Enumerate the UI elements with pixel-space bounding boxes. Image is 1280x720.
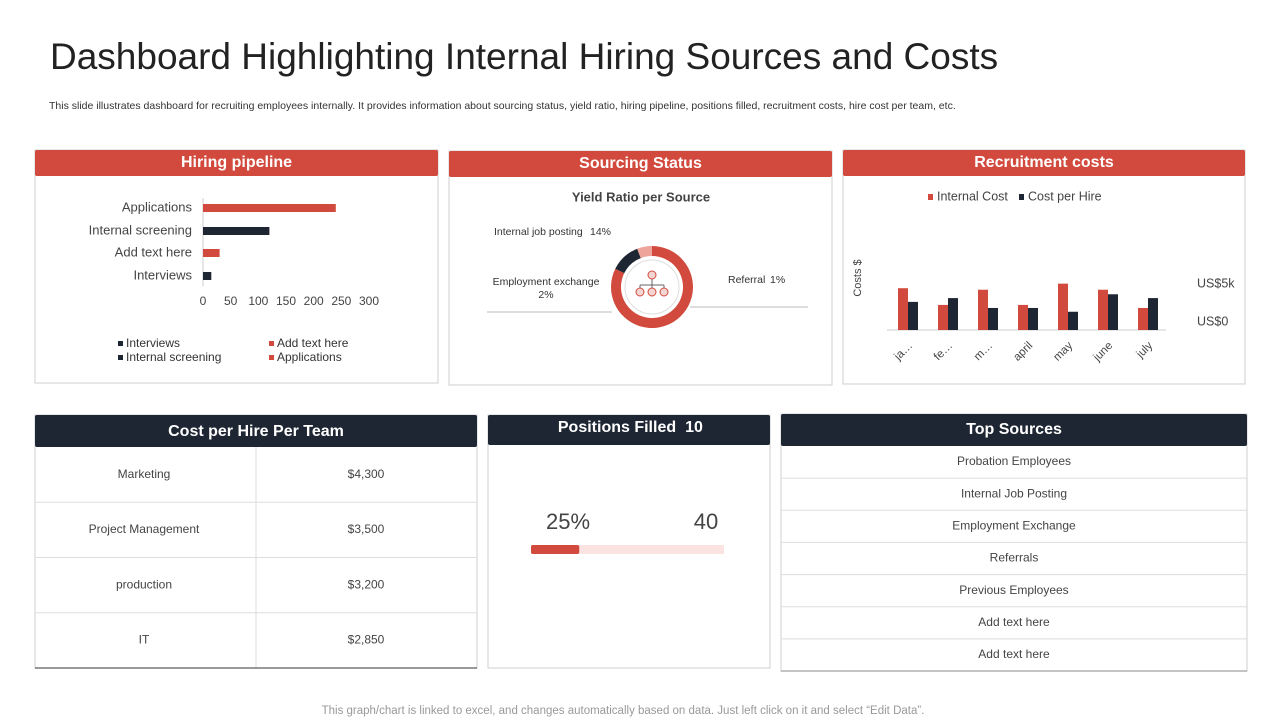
legend-label: Add text here bbox=[277, 336, 349, 350]
panel-title: Sourcing Status bbox=[579, 155, 702, 172]
panel-title: Top Sources bbox=[966, 421, 1062, 438]
list-item: Add text here bbox=[978, 615, 1050, 629]
bar bbox=[938, 304, 948, 330]
icon bbox=[659, 287, 669, 297]
bar bbox=[948, 298, 958, 330]
table-cell: production bbox=[116, 577, 172, 591]
legend-swatch bbox=[269, 341, 274, 346]
bar bbox=[1138, 307, 1148, 330]
bar bbox=[988, 307, 998, 330]
bar bbox=[203, 227, 270, 235]
legend-swatch bbox=[1019, 194, 1024, 200]
list-item: Referrals bbox=[990, 551, 1039, 565]
table-cell: $3,500 bbox=[348, 522, 385, 536]
legend-label: Internal screening bbox=[126, 350, 221, 364]
bar bbox=[1108, 294, 1118, 330]
legend-swatch bbox=[118, 355, 123, 360]
x-tick-label: 100 bbox=[248, 294, 268, 308]
bar bbox=[203, 249, 220, 257]
legend-swatch bbox=[928, 194, 933, 200]
x-tick-label: 50 bbox=[224, 294, 238, 308]
icon bbox=[635, 287, 645, 297]
y-tick-label: US$0 bbox=[1197, 314, 1228, 328]
panel-header bbox=[781, 414, 1247, 446]
bar bbox=[908, 301, 918, 330]
donut-segment bbox=[637, 246, 652, 259]
list-item: Previous Employees bbox=[959, 583, 1068, 597]
data-label: 2% bbox=[538, 289, 553, 301]
x-tick-label: 300 bbox=[359, 294, 379, 308]
list-item: Add text here bbox=[978, 647, 1050, 661]
positions-count: 10 bbox=[685, 419, 703, 436]
footer-note: This graph/chart is linked to excel, and… bbox=[322, 705, 925, 717]
panel-header bbox=[488, 415, 770, 445]
legend-label: Internal Cost bbox=[937, 189, 1008, 203]
bar bbox=[1068, 311, 1078, 330]
data-label-name: Referral bbox=[728, 274, 765, 286]
legend-label: Interviews bbox=[126, 336, 180, 350]
table-cell: $4,300 bbox=[348, 467, 385, 481]
x-tick-label: 200 bbox=[304, 294, 324, 308]
bar bbox=[1028, 307, 1038, 330]
bar bbox=[978, 289, 988, 330]
progress-fill bbox=[531, 545, 580, 554]
progress-track bbox=[531, 545, 724, 554]
table-cell: Project Management bbox=[89, 522, 200, 536]
data-label: 1% bbox=[770, 274, 785, 286]
legend-swatch bbox=[118, 341, 123, 346]
y-tick-label: Internal screening bbox=[89, 222, 192, 237]
table-cell: $3,200 bbox=[348, 577, 385, 591]
chart-title: Yield Ratio per Source bbox=[572, 189, 710, 204]
list-item: Probation Employees bbox=[957, 454, 1071, 468]
bar bbox=[1098, 289, 1108, 330]
panel-title: Hiring pipeline bbox=[181, 154, 292, 171]
bar bbox=[1018, 304, 1028, 330]
panel bbox=[487, 414, 771, 669]
panel-header bbox=[449, 151, 832, 177]
list-item: Employment Exchange bbox=[952, 519, 1076, 533]
data-label-name: Employment exchange bbox=[493, 276, 600, 288]
bar bbox=[203, 272, 212, 280]
page-subtitle: This slide illustrates dashboard for rec… bbox=[49, 100, 956, 112]
target-label: 40 bbox=[694, 509, 718, 534]
table-cell: $2,850 bbox=[348, 633, 385, 647]
panel-header bbox=[35, 415, 477, 447]
bar bbox=[1058, 283, 1068, 330]
y-tick-label: US$5k bbox=[1197, 276, 1235, 290]
panel-header bbox=[35, 150, 438, 176]
y-tick-label: Applications bbox=[122, 199, 193, 214]
bar bbox=[1148, 298, 1158, 330]
panel bbox=[34, 149, 439, 384]
y-axis-label: Costs $ bbox=[852, 259, 864, 296]
y-tick-label: Interviews bbox=[133, 267, 192, 282]
bar bbox=[898, 288, 908, 330]
donut-segment bbox=[615, 248, 641, 274]
icon bbox=[647, 270, 657, 280]
legend-label: Applications bbox=[277, 350, 342, 364]
panel-header bbox=[843, 150, 1245, 176]
panel bbox=[842, 149, 1246, 385]
icon bbox=[647, 287, 657, 297]
legend-swatch bbox=[269, 355, 274, 360]
x-tick-label: 250 bbox=[331, 294, 351, 308]
page-title: Dashboard Highlighting Internal Hiring S… bbox=[50, 36, 998, 77]
panel-title: Recruitment costs bbox=[974, 154, 1114, 171]
x-tick-label: 0 bbox=[200, 294, 207, 308]
y-tick-label: Add text here bbox=[115, 244, 192, 259]
panel-title: Positions Filled bbox=[558, 419, 676, 436]
table-cell: Marketing bbox=[118, 467, 171, 481]
percent-label: 25% bbox=[546, 509, 590, 534]
data-label: 14% bbox=[590, 226, 611, 238]
bar bbox=[203, 204, 336, 212]
table-cell: IT bbox=[139, 633, 150, 647]
panel-title: Cost per Hire Per Team bbox=[168, 423, 344, 440]
icon bbox=[639, 279, 665, 288]
legend-label: Cost per Hire bbox=[1028, 189, 1102, 203]
list-item: Internal Job Posting bbox=[961, 486, 1067, 500]
x-tick-label: 150 bbox=[276, 294, 296, 308]
data-label-name: Internal job posting bbox=[494, 226, 583, 238]
